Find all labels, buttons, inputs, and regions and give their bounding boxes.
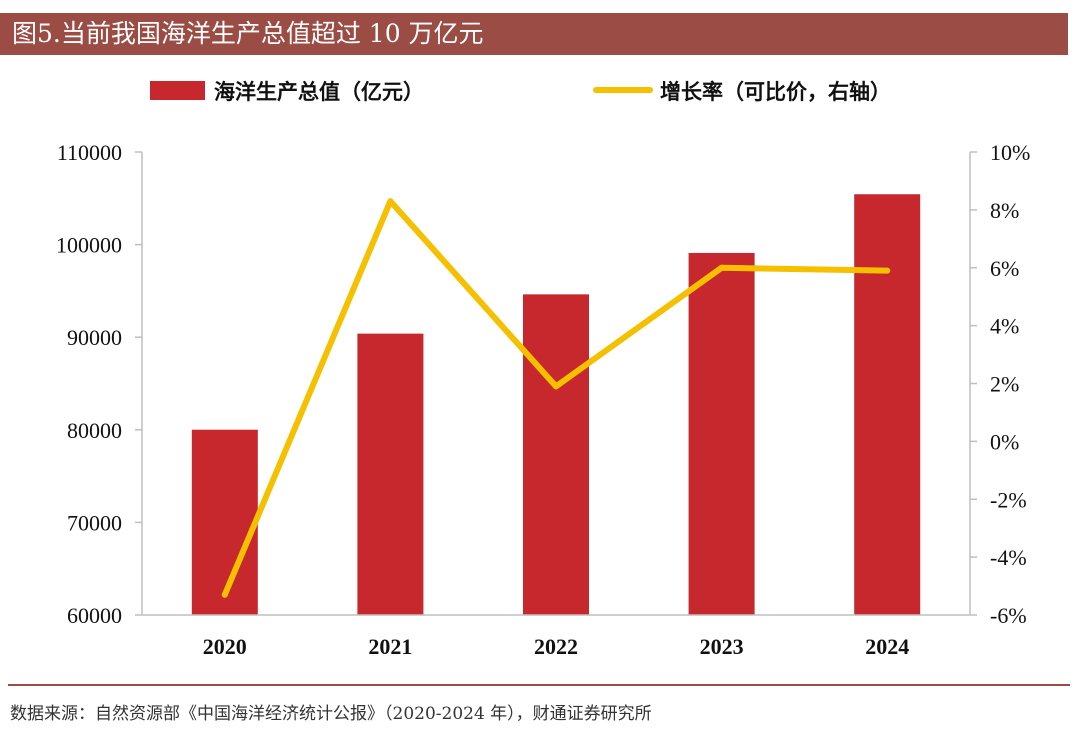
category-label: 2023 <box>700 634 744 659</box>
legend-bar-label: 海洋生产总值（亿元） <box>214 80 424 104</box>
bar-2021 <box>357 333 424 615</box>
category-label: 2024 <box>865 634 909 659</box>
legend-line-label: 增长率（可比价，右轴） <box>660 80 891 104</box>
left-tick-label: 100000 <box>56 233 122 258</box>
right-tick-label: -2% <box>990 487 1027 512</box>
chart: 海洋生产总值（亿元） 增长率（可比价，右轴） 60000 70000 80000 900… <box>56 80 1030 659</box>
line-point-2022 <box>553 383 559 390</box>
x-axis: 2020 2021 2022 2023 2024 <box>142 614 970 659</box>
bar-2024 <box>854 194 921 615</box>
left-tick-label: 70000 <box>67 510 122 535</box>
bar-2022 <box>523 294 589 615</box>
category-label: 2020 <box>203 634 247 659</box>
right-tick-label: 6% <box>990 256 1019 281</box>
right-tick-label: 2% <box>990 372 1019 397</box>
line-point-2021 <box>387 198 394 205</box>
right-tick-label: 4% <box>990 314 1019 339</box>
left-tick-label: 110000 <box>57 140 122 165</box>
bar-2023 <box>688 252 755 615</box>
legend-bar-swatch <box>150 81 205 100</box>
source-note: 数据来源：自然资源部《中国海洋经济统计公报》（2020-2024 年），财通证券… <box>10 704 652 724</box>
right-axis: -6% -4% -2% 0% 2% 4% 6% 8% 10% <box>969 140 1030 628</box>
right-tick-label: 8% <box>990 198 1019 223</box>
right-tick-label: 0% <box>990 429 1019 454</box>
left-tick-label: 90000 <box>67 325 122 350</box>
right-tick-label: -6% <box>990 603 1027 628</box>
left-axis: 60000 70000 80000 90000 100000 110000 <box>56 140 143 628</box>
source-divider <box>8 684 1070 686</box>
legend: 海洋生产总值（亿元） 增长率（可比价，右轴） <box>150 80 891 104</box>
bar-series <box>191 194 921 615</box>
right-tick-label: -4% <box>990 545 1027 570</box>
bar-2020 <box>191 429 258 615</box>
line-point-2023 <box>718 264 725 271</box>
line-point-2020 <box>221 591 228 598</box>
left-tick-label: 60000 <box>67 603 122 628</box>
chart-title: 图5.当前我国海洋生产总值超过 10 万亿元 <box>12 19 484 48</box>
category-label: 2021 <box>368 634 412 659</box>
category-label: 2022 <box>534 634 578 659</box>
line-point-2024 <box>884 267 891 274</box>
left-tick-label: 80000 <box>67 418 122 443</box>
line-series <box>221 198 891 598</box>
title-bar: 图5.当前我国海洋生产总值超过 10 万亿元 <box>0 13 1068 55</box>
right-tick-label: 10% <box>990 140 1030 165</box>
